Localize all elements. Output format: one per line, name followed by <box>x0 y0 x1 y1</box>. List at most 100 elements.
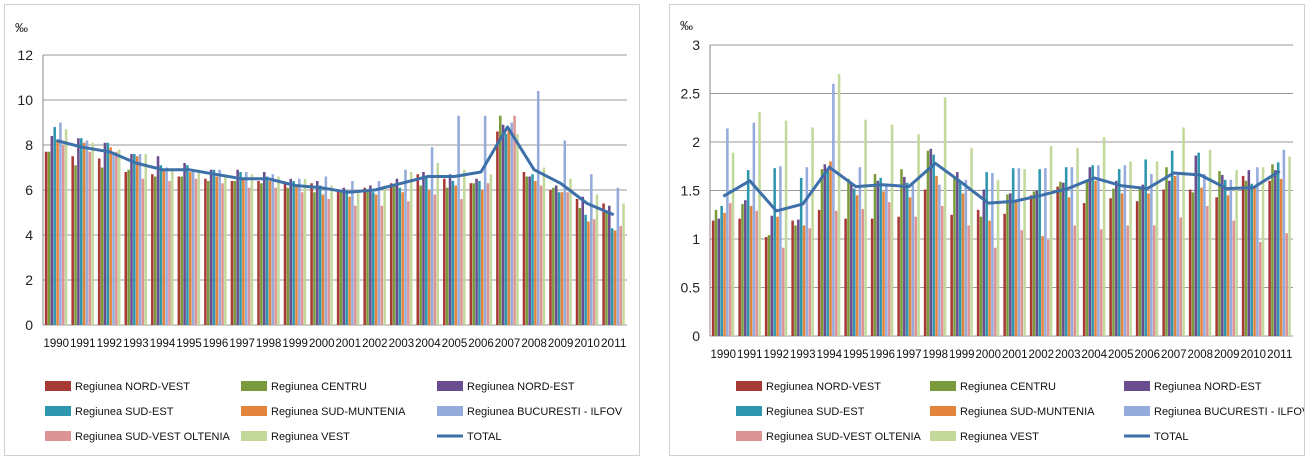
bar <box>460 199 463 325</box>
bar <box>879 177 882 336</box>
bar <box>392 185 396 325</box>
bar <box>1241 175 1245 336</box>
bar <box>303 178 307 325</box>
bar <box>168 181 171 325</box>
y-tick-label: 2 <box>692 134 700 150</box>
bar <box>1282 149 1286 336</box>
bar <box>1011 168 1015 336</box>
bar <box>74 165 77 325</box>
bar <box>77 138 80 325</box>
x-tick-label: 2003 <box>389 336 415 350</box>
bar <box>401 192 404 325</box>
bar <box>47 151 51 325</box>
y-tick-label: 12 <box>17 47 33 63</box>
bar <box>383 185 386 325</box>
bar <box>109 147 112 325</box>
bar <box>784 120 788 336</box>
x-tick-label: 2011 <box>1267 347 1293 361</box>
bar <box>496 131 499 325</box>
bar <box>316 181 319 325</box>
bar <box>979 216 983 336</box>
x-tick-label: 2008 <box>1188 347 1214 361</box>
bar <box>850 182 853 336</box>
bar <box>191 169 195 325</box>
bar <box>369 185 372 325</box>
bar <box>587 221 590 325</box>
bar <box>1062 182 1065 336</box>
x-tick-label: 2009 <box>1214 347 1240 361</box>
bar <box>1203 174 1206 336</box>
x-tick-label: 1995 <box>843 347 869 361</box>
bar <box>610 228 614 325</box>
x-tick-label: 1996 <box>870 347 896 361</box>
bar <box>1150 174 1153 336</box>
x-tick-label: 2002 <box>1029 347 1055 361</box>
bar <box>159 165 163 325</box>
bar <box>1173 175 1177 336</box>
bar <box>738 218 741 336</box>
bar <box>265 176 269 325</box>
legend-swatch <box>45 406 71 416</box>
bar <box>1141 184 1145 336</box>
bar <box>1165 167 1168 336</box>
bar <box>940 206 944 336</box>
bar <box>1109 198 1112 336</box>
bar <box>956 172 959 336</box>
bar <box>616 187 620 325</box>
bar <box>239 172 242 325</box>
bar <box>1020 230 1023 336</box>
legend-label: Regiunea SUD-VEST OLTENIA <box>766 431 922 443</box>
bar <box>171 169 174 325</box>
bar <box>905 182 909 336</box>
bar <box>510 122 513 325</box>
bar <box>903 176 906 336</box>
bar <box>345 190 348 325</box>
bar <box>728 203 732 336</box>
legend-swatch <box>930 406 956 416</box>
legend-label: Regiunea CENTRU <box>271 381 367 393</box>
x-tick-label: 2009 <box>548 336 574 350</box>
legend-swatch <box>45 381 71 391</box>
unit-label: ‰ <box>680 18 693 33</box>
bar <box>1155 161 1159 336</box>
bar <box>1218 171 1221 336</box>
y-tick-label: 1 <box>692 231 700 247</box>
legend-label: Regiunea NORD-VEST <box>766 381 881 393</box>
legend-label: TOTAL <box>467 431 501 443</box>
bar <box>1138 188 1142 336</box>
bar <box>224 174 227 325</box>
bar <box>407 201 410 325</box>
bar <box>310 183 313 325</box>
bar <box>138 154 142 325</box>
bar <box>250 174 254 325</box>
x-tick-label: 1994 <box>817 347 843 361</box>
bar <box>820 169 824 336</box>
bar <box>82 142 86 325</box>
bar <box>890 124 894 336</box>
bar <box>1215 197 1218 336</box>
bar <box>298 178 301 325</box>
bar <box>1279 178 1283 336</box>
y-tick-label: 0.5 <box>681 280 701 296</box>
bar <box>189 172 192 325</box>
bar <box>991 173 994 336</box>
bar <box>135 156 139 325</box>
y-tick-label: 0 <box>692 328 700 344</box>
x-tick-label: 2005 <box>1108 347 1134 361</box>
bar <box>602 203 605 325</box>
bar <box>953 176 956 336</box>
bar <box>321 194 325 325</box>
bar <box>911 184 915 336</box>
bar <box>475 178 478 325</box>
bar <box>1049 145 1053 336</box>
bar <box>436 163 440 325</box>
bar <box>755 210 758 336</box>
bar <box>1070 167 1074 336</box>
legend-label: Regiunea NORD-EST <box>1154 381 1262 393</box>
bar <box>257 181 260 325</box>
legend-swatch <box>45 431 71 441</box>
legend-label: Regiunea VEST <box>271 431 350 443</box>
bar <box>53 127 56 325</box>
bar <box>117 149 121 325</box>
